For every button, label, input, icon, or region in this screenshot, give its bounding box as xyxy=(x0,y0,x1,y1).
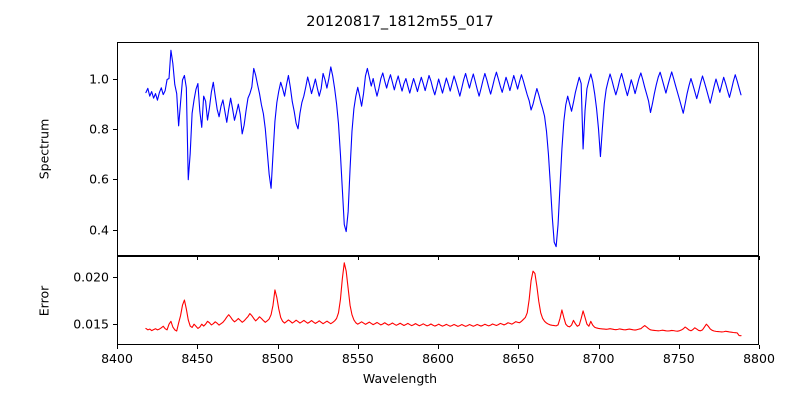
error-xtick-mark xyxy=(678,345,680,349)
error-xtick-mark xyxy=(357,345,359,349)
spectrum-y-axis-label: Spectrum xyxy=(36,118,52,180)
spectrum-line xyxy=(145,49,742,248)
error-y-axis-label: Error xyxy=(36,285,52,316)
spectrum-ytick-mark xyxy=(113,128,117,130)
spectrum-xtick-mark xyxy=(518,256,520,260)
error-ytick-mark xyxy=(113,324,117,326)
xtick-label: 8800 xyxy=(743,351,775,366)
xtick-label: 8500 xyxy=(261,351,294,366)
spectrum-ytick-mark xyxy=(113,229,117,231)
spectrum-xtick-mark xyxy=(277,256,279,260)
spectrum-xtick-mark xyxy=(357,256,359,260)
xtick-label: 8450 xyxy=(181,351,214,366)
error-xtick-mark xyxy=(277,345,279,349)
spectrum-xtick-mark xyxy=(759,256,761,260)
spectrum-ytick-label: 0.4 xyxy=(89,222,109,238)
error-ytick-mark xyxy=(113,276,117,278)
xtick-label: 8750 xyxy=(662,351,695,366)
spectrum-ytick-mark xyxy=(113,78,117,80)
spectrum-xtick-mark xyxy=(598,256,600,260)
error-xtick-mark xyxy=(438,345,440,349)
spectrum-ytick-label: 1.0 xyxy=(89,71,109,86)
error-xtick-mark xyxy=(759,345,761,349)
error-line xyxy=(145,262,742,337)
xtick-label: 8550 xyxy=(341,351,374,366)
error-xtick-mark xyxy=(598,345,600,349)
page-title: 20120817_1812m55_017 xyxy=(306,14,494,30)
xtick-label: 8400 xyxy=(101,351,133,366)
x-axis-label: Wavelength xyxy=(362,371,438,386)
spectrum-xtick-mark xyxy=(117,256,119,260)
xtick-label: 8650 xyxy=(502,351,535,366)
spectrum-ytick-mark xyxy=(113,179,117,181)
error-xtick-mark xyxy=(197,345,199,349)
xtick-label: 8600 xyxy=(422,351,454,366)
error-xtick-mark xyxy=(117,345,119,349)
spectrum-panel xyxy=(117,42,759,256)
spectrum-ytick-label: 0.8 xyxy=(89,121,109,137)
spectrum-xtick-mark xyxy=(197,256,199,260)
error-ytick-label: 0.015 xyxy=(73,316,109,332)
spectrum-xtick-mark xyxy=(438,256,440,260)
error-ytick-label: 0.020 xyxy=(73,269,109,285)
spectrum-ytick-label: 0.6 xyxy=(89,171,109,187)
xtick-label: 8700 xyxy=(582,351,615,366)
error-xtick-mark xyxy=(518,345,520,349)
spectrum-xtick-mark xyxy=(678,256,680,260)
